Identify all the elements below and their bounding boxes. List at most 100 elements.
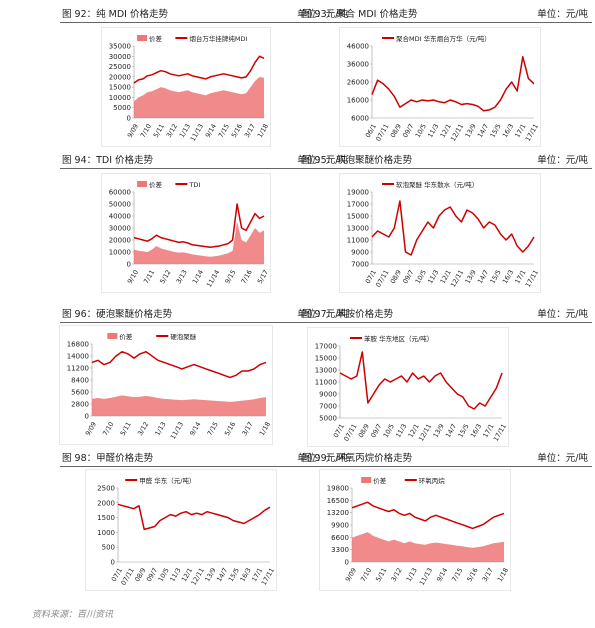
figure-caption: 图 93：聚合 MDI 价格走势 bbox=[302, 9, 418, 20]
x-tick-label: 9/09 bbox=[84, 421, 98, 438]
unit-label: 单位：元/吨 bbox=[297, 9, 348, 20]
x-tick-label: 09/7 bbox=[401, 123, 415, 140]
legend-label: 价差 bbox=[149, 34, 163, 43]
price-line bbox=[371, 56, 535, 112]
caption-bar: 图 96：硬泡聚醚价格走势 单位：元/吨 bbox=[60, 302, 352, 323]
y-tick-label: 15000 bbox=[347, 213, 369, 221]
y-tick-label: 2000 bbox=[97, 499, 115, 507]
y-tick-label: 60000 bbox=[109, 189, 131, 197]
x-tick-label: 08/9 bbox=[389, 269, 403, 286]
chart-box: 甲醛 华东（元/吨） 2500 2000 1500 1000 500 0 07/1 07/11 0… bbox=[86, 470, 276, 590]
price-line bbox=[371, 200, 535, 256]
y-tick-label: 2500 bbox=[97, 485, 115, 493]
y-tick-label: 11200 bbox=[67, 365, 89, 373]
chart-svg: 苯胺 华东地区（元/吨） 17000 15000 13000 11000 9000 7000… bbox=[315, 334, 508, 443]
x-tick-label: 7/15 bbox=[206, 421, 220, 438]
unit-label: 单位：元/吨 bbox=[537, 309, 588, 320]
x-tick-label: 13/9 bbox=[203, 567, 217, 584]
y-tick-label: 19000 bbox=[347, 189, 369, 197]
spread-area bbox=[134, 76, 264, 118]
x-tick-label: 10/5 bbox=[157, 567, 171, 584]
caption-bar: 图 98：甲醛价格走势 单位：元/吨 bbox=[60, 446, 352, 467]
x-tick-label: 5/16 bbox=[465, 567, 479, 584]
chart-panel-99: 图 99：环氧丙烷价格走势 单位：元/吨 价差 环氧丙烷 19800 16500 132… bbox=[300, 446, 592, 596]
y-tick-label: 5000 bbox=[113, 104, 131, 112]
x-tick-label: 17/11 bbox=[524, 123, 540, 143]
x-tick-label: 5/16 bbox=[223, 421, 237, 438]
y-tick-label: 0 bbox=[345, 559, 349, 567]
x-tick-label: 5/17 bbox=[256, 269, 270, 286]
y-tick-label: 14000 bbox=[67, 353, 89, 361]
x-tick-label: 13/9 bbox=[464, 269, 478, 286]
legend-label: 烟台万华挂牌纯MDI bbox=[189, 34, 247, 43]
x-tick-label: 1/18 bbox=[496, 567, 510, 584]
figure-caption: 图 96：硬泡聚醚价格走势 bbox=[62, 309, 173, 320]
legend-swatch bbox=[137, 35, 148, 41]
chart-panel-96: 图 96：硬泡聚醚价格走势 单位：元/吨 价差 硬泡聚醚 16800 14000 112… bbox=[60, 302, 352, 452]
x-tick-label: 3/17 bbox=[481, 567, 495, 584]
x-tick-label: 3/12 bbox=[389, 567, 403, 584]
x-tick-label: 9/14 bbox=[204, 123, 218, 140]
x-tick-label: 9/10 bbox=[126, 269, 140, 286]
x-tick-label: 11/3 bbox=[168, 567, 182, 584]
x-tick-label: 07/11 bbox=[374, 269, 390, 289]
figure-caption: 图 95：软泡聚醚价格走势 bbox=[302, 155, 413, 166]
legend-label: 价差 bbox=[119, 332, 133, 341]
caption-bar: 图 92：纯 MDI 价格走势 单位：元/吨 bbox=[60, 2, 352, 23]
y-tick-label: 50000 bbox=[109, 201, 131, 209]
chart-box: 苯胺 华东地区（元/吨） 17000 15000 13000 11000 9000 7000… bbox=[308, 328, 508, 446]
x-tick-label: 15/5 bbox=[488, 269, 502, 286]
x-tick-label: 11/13 bbox=[169, 421, 185, 441]
y-tick-label: 25000 bbox=[109, 63, 131, 71]
chart-svg: 甲醛 华东（元/吨）2500200015001000500007/107/110… bbox=[97, 476, 276, 587]
caption-bar: 图 99：环氧丙烷价格走势 单位：元/吨 bbox=[300, 446, 592, 467]
x-tick-label: 07/11 bbox=[374, 123, 390, 143]
source-note: 资料来源：百川资讯 bbox=[32, 610, 114, 620]
x-tick-label: 3/17 bbox=[240, 421, 254, 438]
y-tick-label: 6600 bbox=[331, 534, 349, 542]
y-tick-label: 16500 bbox=[327, 497, 349, 505]
price-line bbox=[133, 55, 265, 84]
x-tick-label: 09/7 bbox=[401, 269, 415, 286]
x-tick-label: 14/7 bbox=[476, 269, 490, 286]
legend-label: TDI bbox=[188, 181, 200, 189]
x-tick-label: 15/5 bbox=[488, 123, 502, 140]
x-tick-label: 9/09 bbox=[344, 567, 358, 584]
legend-swatch bbox=[361, 477, 372, 483]
chart-panel-92: 图 92：纯 MDI 价格走势 单位：元/吨 价差 烟台万华挂牌纯MDI 35000… bbox=[60, 2, 352, 152]
x-tick-label: 7/10 bbox=[139, 123, 153, 140]
y-tick-label: 5600 bbox=[71, 389, 89, 397]
x-tick-label: 07/11 bbox=[342, 423, 358, 443]
chart-svg: 软泡聚醚 华东散水（元/吨） 19000 17000 15000 13000 11000 9… bbox=[347, 180, 540, 289]
x-tick-label: 10/5 bbox=[382, 423, 396, 440]
x-tick-label: 11/14 bbox=[205, 269, 221, 289]
y-tick-label: 19800 bbox=[327, 485, 349, 493]
x-tick-label: 5/11 bbox=[374, 567, 388, 584]
y-tick-label: 7000 bbox=[351, 261, 369, 269]
y-tick-label: 20000 bbox=[109, 73, 131, 81]
y-tick-label: 15000 bbox=[109, 84, 131, 92]
x-tick-label: 3/17 bbox=[243, 123, 257, 140]
price-line bbox=[117, 503, 271, 531]
x-tick-label: 10/5 bbox=[414, 269, 428, 286]
y-tick-label: 46000 bbox=[347, 43, 369, 51]
chart-svg: 价差 烟台万华挂牌纯MDI 35000 30000 25000 20000 15000 100… bbox=[109, 34, 270, 143]
x-tick-label: 12/11 bbox=[449, 269, 465, 289]
x-tick-label: 9/14 bbox=[435, 567, 449, 584]
y-tick-label: 5000 bbox=[319, 415, 337, 423]
caption-bar: 图 97：苯胺价格走势 单位：元/吨 bbox=[300, 302, 592, 323]
y-tick-label: 30000 bbox=[109, 225, 131, 233]
x-tick-label: 16/3 bbox=[501, 123, 515, 140]
x-tick-label: 16/3 bbox=[469, 423, 483, 440]
legend-label: 价差 bbox=[149, 180, 163, 189]
chart-panel-95: 图 95：软泡聚醚价格走势 单位：元/吨 软泡聚醚 华东散水（元/吨） 19000… bbox=[300, 148, 592, 298]
legend-label: 软泡聚醚 华东散水（元/吨） bbox=[396, 180, 478, 189]
x-tick-label: 14/7 bbox=[444, 423, 458, 440]
chart-panel-93: 图 93：聚合 MDI 价格走势 单位：元/吨 聚合MDI 华东烟台万华（元/吨… bbox=[300, 2, 592, 152]
y-tick-label: 0 bbox=[127, 115, 131, 123]
x-tick-label: 1/18 bbox=[258, 421, 272, 438]
x-tick-label: 11/3 bbox=[426, 269, 440, 286]
x-tick-label: 11/13 bbox=[189, 123, 205, 143]
